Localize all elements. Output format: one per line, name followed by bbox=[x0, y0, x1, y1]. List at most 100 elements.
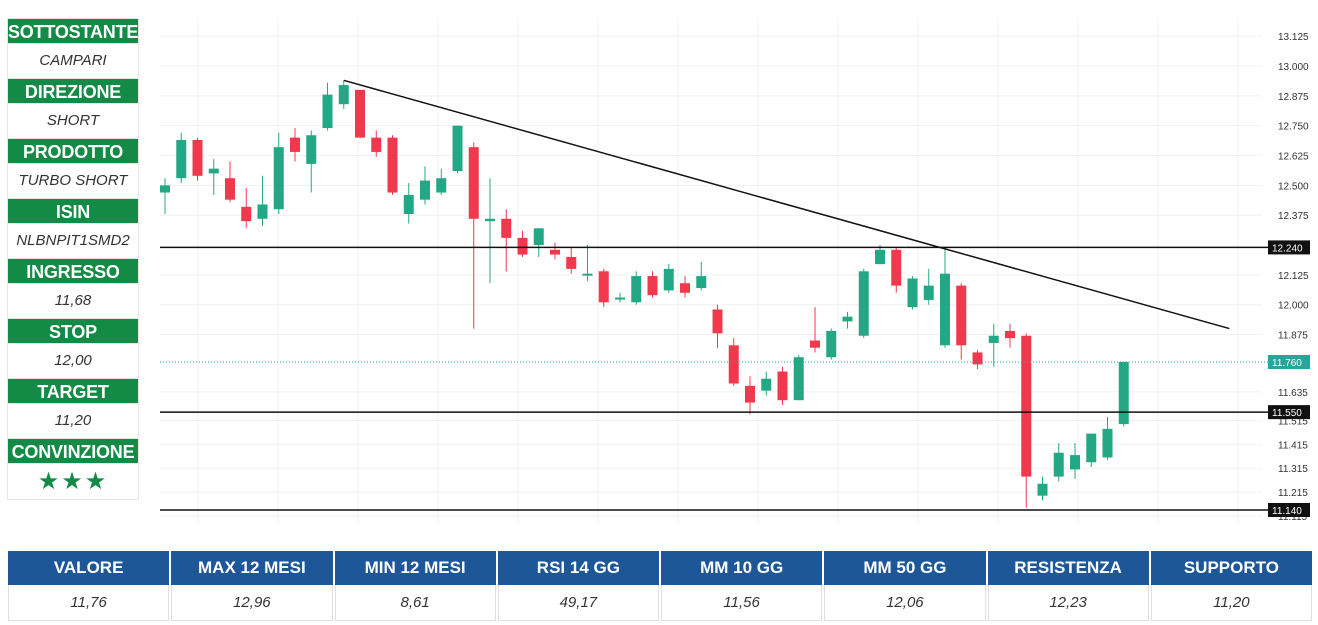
y-tick-label: 11.635 bbox=[1278, 388, 1308, 399]
candle-body bbox=[355, 89, 365, 138]
stat-header: MAX 12 MESI bbox=[171, 551, 333, 585]
price-line-label: 11.760 bbox=[1272, 358, 1302, 369]
candle-body bbox=[1070, 455, 1080, 470]
candle-body bbox=[257, 204, 268, 219]
price-line-label: 11.550 bbox=[1272, 408, 1302, 419]
candle-body bbox=[647, 276, 658, 296]
candle-body bbox=[387, 137, 398, 193]
y-tick-label: 12.500 bbox=[1278, 181, 1309, 192]
candle-body bbox=[777, 371, 788, 401]
stat-min-12-mesi: MIN 12 MESI 8,61 bbox=[334, 551, 496, 621]
y-tick-label: 13.000 bbox=[1278, 62, 1309, 73]
price-line-label: 11.140 bbox=[1272, 506, 1302, 517]
value-isin: NLBNPIT1SMD2 bbox=[7, 224, 139, 258]
y-tick-label: 12.875 bbox=[1278, 92, 1309, 103]
candle-body bbox=[436, 178, 447, 193]
candle-body bbox=[306, 135, 317, 164]
candle-body bbox=[338, 85, 349, 105]
value-ingresso: 11,68 bbox=[7, 284, 139, 318]
stat-header: RSI 14 GG bbox=[497, 551, 659, 585]
stat-rsi-14-gg: RSI 14 GG 49,17 bbox=[497, 551, 659, 621]
y-tick-label: 11.875 bbox=[1278, 331, 1308, 342]
stat-value: 12,23 bbox=[987, 585, 1149, 621]
stats-table: VALORE 11,76 MAX 12 MESI 12,96 MIN 12 ME… bbox=[8, 551, 1312, 621]
conviction-stars-icon: ★★★ bbox=[7, 464, 139, 500]
stat-header: MIN 12 MESI bbox=[334, 551, 496, 585]
y-axis: 13.125 13.000 12.875 12.750 12.625 12.500 12.3… bbox=[1278, 32, 1309, 523]
value-stop: 12,00 bbox=[7, 344, 139, 378]
stat-max-12-mesi: MAX 12 MESI 12,96 bbox=[171, 551, 333, 621]
candle-body bbox=[1021, 335, 1032, 477]
label-convinzione: CONVINZIONE bbox=[7, 438, 139, 464]
price-line-label: 12.240 bbox=[1272, 243, 1303, 254]
candle-body bbox=[1086, 433, 1097, 463]
candle-body bbox=[403, 194, 414, 214]
trade-info-panel: SOTTOSTANTE CAMPARI DIREZIONE SHORT PROD… bbox=[7, 18, 139, 500]
candle-body bbox=[728, 345, 739, 384]
price-line-label-bg bbox=[1268, 355, 1310, 369]
stat-value: 11,56 bbox=[661, 585, 823, 621]
candle-body bbox=[371, 137, 382, 152]
price-line-label-bg bbox=[1268, 240, 1310, 255]
candle-body bbox=[241, 206, 252, 222]
candle-body bbox=[176, 140, 187, 179]
price-line-label-bg bbox=[1268, 503, 1310, 517]
candle-body bbox=[891, 249, 902, 286]
candle-body bbox=[1118, 362, 1129, 425]
candle-body bbox=[160, 185, 170, 193]
label-direzione: DIREZIONE bbox=[7, 78, 139, 104]
stat-valore: VALORE 11,76 bbox=[8, 551, 170, 621]
candle-body bbox=[468, 147, 479, 219]
label-sottostante: SOTTOSTANTE bbox=[7, 18, 139, 44]
candle-body bbox=[972, 352, 983, 365]
y-tick-label: 12.625 bbox=[1278, 152, 1309, 163]
y-tick-label: 11.115 bbox=[1278, 512, 1308, 523]
label-prodotto: PRODOTTO bbox=[7, 138, 139, 164]
candle-body bbox=[290, 137, 300, 152]
stat-value: 12,96 bbox=[171, 585, 333, 621]
candle-body bbox=[1037, 483, 1048, 496]
candle-body bbox=[452, 125, 463, 172]
candle-body bbox=[761, 378, 772, 391]
price-lines: 12.240 11.760 11.550 11.140 bbox=[160, 240, 1310, 517]
candle-body bbox=[663, 268, 674, 291]
stat-value: 11,20 bbox=[1150, 585, 1312, 621]
candle-body bbox=[225, 178, 235, 200]
y-tick-label: 12.375 bbox=[1278, 211, 1309, 222]
label-ingresso: INGRESSO bbox=[7, 258, 139, 284]
trendline bbox=[343, 79, 1230, 330]
stat-value: 8,61 bbox=[334, 585, 496, 621]
candle-body bbox=[598, 271, 609, 303]
stat-value: 12,06 bbox=[824, 585, 986, 621]
stat-header: MM 50 GG bbox=[824, 551, 986, 585]
candle-body bbox=[517, 237, 528, 255]
stat-mm-10-gg: MM 10 GG 11,56 bbox=[661, 551, 823, 621]
stat-value: 49,17 bbox=[497, 585, 659, 621]
y-tick-label: 13.125 bbox=[1278, 32, 1309, 43]
candle-body bbox=[566, 256, 577, 269]
stat-mm-50-gg: MM 50 GG 12,06 bbox=[824, 551, 986, 621]
candle-body bbox=[858, 271, 869, 336]
chart-background bbox=[0, 0, 1318, 530]
candle-body bbox=[1005, 330, 1015, 339]
label-target: TARGET bbox=[7, 378, 139, 404]
stat-header: SUPPORTO bbox=[1150, 551, 1312, 585]
value-target: 11,20 bbox=[7, 404, 139, 438]
y-tick-label: 11.515 bbox=[1278, 416, 1308, 427]
candle-body bbox=[712, 309, 723, 334]
candle-body bbox=[485, 218, 495, 222]
candle-body bbox=[550, 249, 560, 255]
candle-body bbox=[208, 168, 219, 174]
candle-body bbox=[810, 340, 820, 348]
candles bbox=[160, 80, 1129, 508]
stat-header: MM 10 GG bbox=[661, 551, 823, 585]
candle-body bbox=[680, 283, 690, 293]
label-isin: ISIN bbox=[7, 198, 139, 224]
candle-body bbox=[501, 218, 512, 238]
candle-body bbox=[923, 285, 934, 300]
candle-body bbox=[842, 316, 853, 322]
value-direzione: SHORT bbox=[7, 104, 139, 138]
candle-body bbox=[745, 385, 755, 403]
candle-body bbox=[956, 285, 967, 346]
stat-value: 11,76 bbox=[8, 585, 170, 621]
